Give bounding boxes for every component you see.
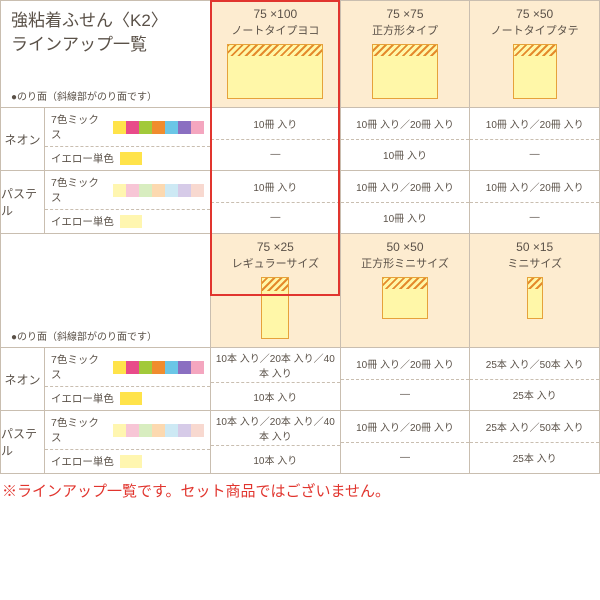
size-column: 75 ×50ノートタイプタテ	[470, 1, 599, 107]
bot-pastel-block: パステル 7色ミックス イエロー単色 10本 入り／20本 入り／40本 入り1…	[1, 411, 599, 473]
mix-row: 7色ミックス	[45, 108, 210, 146]
title-line-1: 強粘着ふせん〈K2〉	[11, 9, 200, 33]
neon-rowpair: 7色ミックス イエロー単色	[45, 108, 211, 170]
top-pastel-block: パステル 7色ミックス イエロー単色 10冊 入り―10冊 入り／20冊 入り1…	[1, 171, 599, 234]
title-line-2: ラインアップ一覧	[11, 33, 200, 57]
bot-neon-block: ネオン 7色ミックス イエロー単色 10本 入り／20本 入り／40本 入り10…	[1, 348, 599, 411]
title-cell: 強粘着ふせん〈K2〉 ラインアップ一覧 ●のり面（斜線部がのり面です）	[1, 1, 211, 107]
container: 強粘着ふせん〈K2〉 ラインアップ一覧 ●のり面（斜線部がのり面です） 75 ×…	[0, 0, 600, 474]
size-column: 50 ×50正方形ミニサイズ	[341, 234, 471, 347]
pastel-label: パステル	[1, 171, 45, 233]
footer-note: ※ラインアップ一覧です。セット商品ではございません。	[0, 474, 600, 503]
top-header: 強粘着ふせん〈K2〉 ラインアップ一覧 ●のり面（斜線部がのり面です） 75 ×…	[1, 1, 599, 108]
neon-label: ネオン	[1, 108, 45, 170]
size-column: 50 ×15ミニサイズ	[470, 234, 599, 347]
size-column: 75 ×75正方形タイプ	[341, 1, 471, 107]
top-neon-block: ネオン 7色ミックス イエロー単色 10冊 入り―10冊 入り／20冊 入り10…	[1, 108, 599, 171]
size-column: 75 ×25レギュラーサイズ	[211, 234, 341, 347]
size-column: 75 ×100ノートタイプヨコ	[211, 1, 341, 107]
bottom-header: ●のり面（斜線部がのり面です） 75 ×25レギュラーサイズ50 ×50正方形ミ…	[1, 234, 599, 348]
pastel-rowpair: 7色ミックス イエロー単色	[45, 171, 211, 233]
yellow-row: イエロー単色	[45, 146, 210, 170]
legend-note: ●のり面（斜線部がのり面です）	[11, 88, 200, 103]
lineup-table: 強粘着ふせん〈K2〉 ラインアップ一覧 ●のり面（斜線部がのり面です） 75 ×…	[0, 0, 600, 474]
